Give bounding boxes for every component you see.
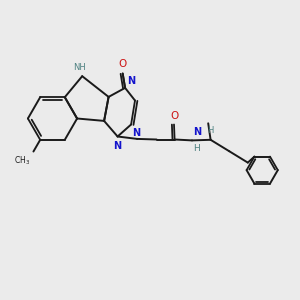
Text: O: O (170, 111, 178, 121)
Text: NH: NH (74, 63, 86, 72)
Text: N: N (193, 128, 201, 137)
Text: H: H (207, 126, 213, 135)
Text: N: N (113, 141, 122, 151)
Text: CH$_3$: CH$_3$ (14, 154, 30, 167)
Text: O: O (118, 59, 127, 69)
Text: H: H (193, 144, 200, 153)
Text: N: N (133, 128, 141, 138)
Text: N: N (128, 76, 136, 85)
